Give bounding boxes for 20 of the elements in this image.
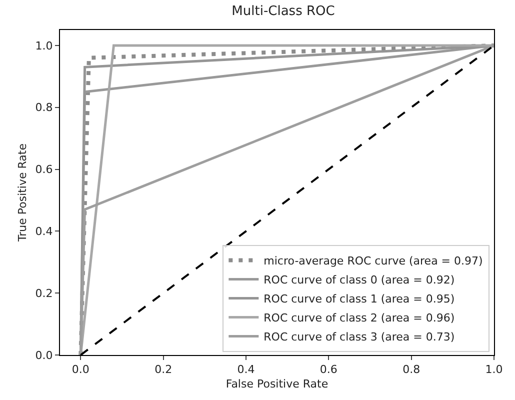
legend-label: ROC curve of class 1 (area = 0.95) [264, 292, 455, 306]
y-tick-label: 0.4 [35, 225, 53, 238]
x-tick-label: 0.4 [237, 363, 255, 376]
y-axis-title: True Positive Rate [16, 143, 29, 242]
legend-label: ROC curve of class 3 (area = 0.73) [264, 330, 455, 344]
y-tick-label: 0.0 [35, 348, 53, 362]
y-tick-label: 0.2 [35, 286, 53, 300]
x-tick-label: 0.6 [320, 363, 338, 376]
y-tick-label: 0.8 [35, 101, 53, 114]
x-axis-title: False Positive Rate [226, 377, 328, 390]
legend-label: ROC curve of class 0 (area = 0.92) [264, 274, 455, 287]
x-tick-label: 1.0 [485, 363, 503, 376]
y-tick-label: 0.6 [35, 163, 53, 176]
y-tick-label: 1.0 [35, 39, 53, 52]
x-tick-label: 0.8 [402, 363, 420, 376]
legend-label: ROC curve of class 2 (area = 0.96) [264, 312, 455, 325]
x-tick-label: 0.0 [72, 363, 90, 376]
chart-title: Multi-Class ROC [232, 4, 335, 20]
x-tick-label: 0.2 [154, 363, 172, 376]
legend-label: micro-average ROC curve (area = 0.97) [264, 254, 483, 268]
